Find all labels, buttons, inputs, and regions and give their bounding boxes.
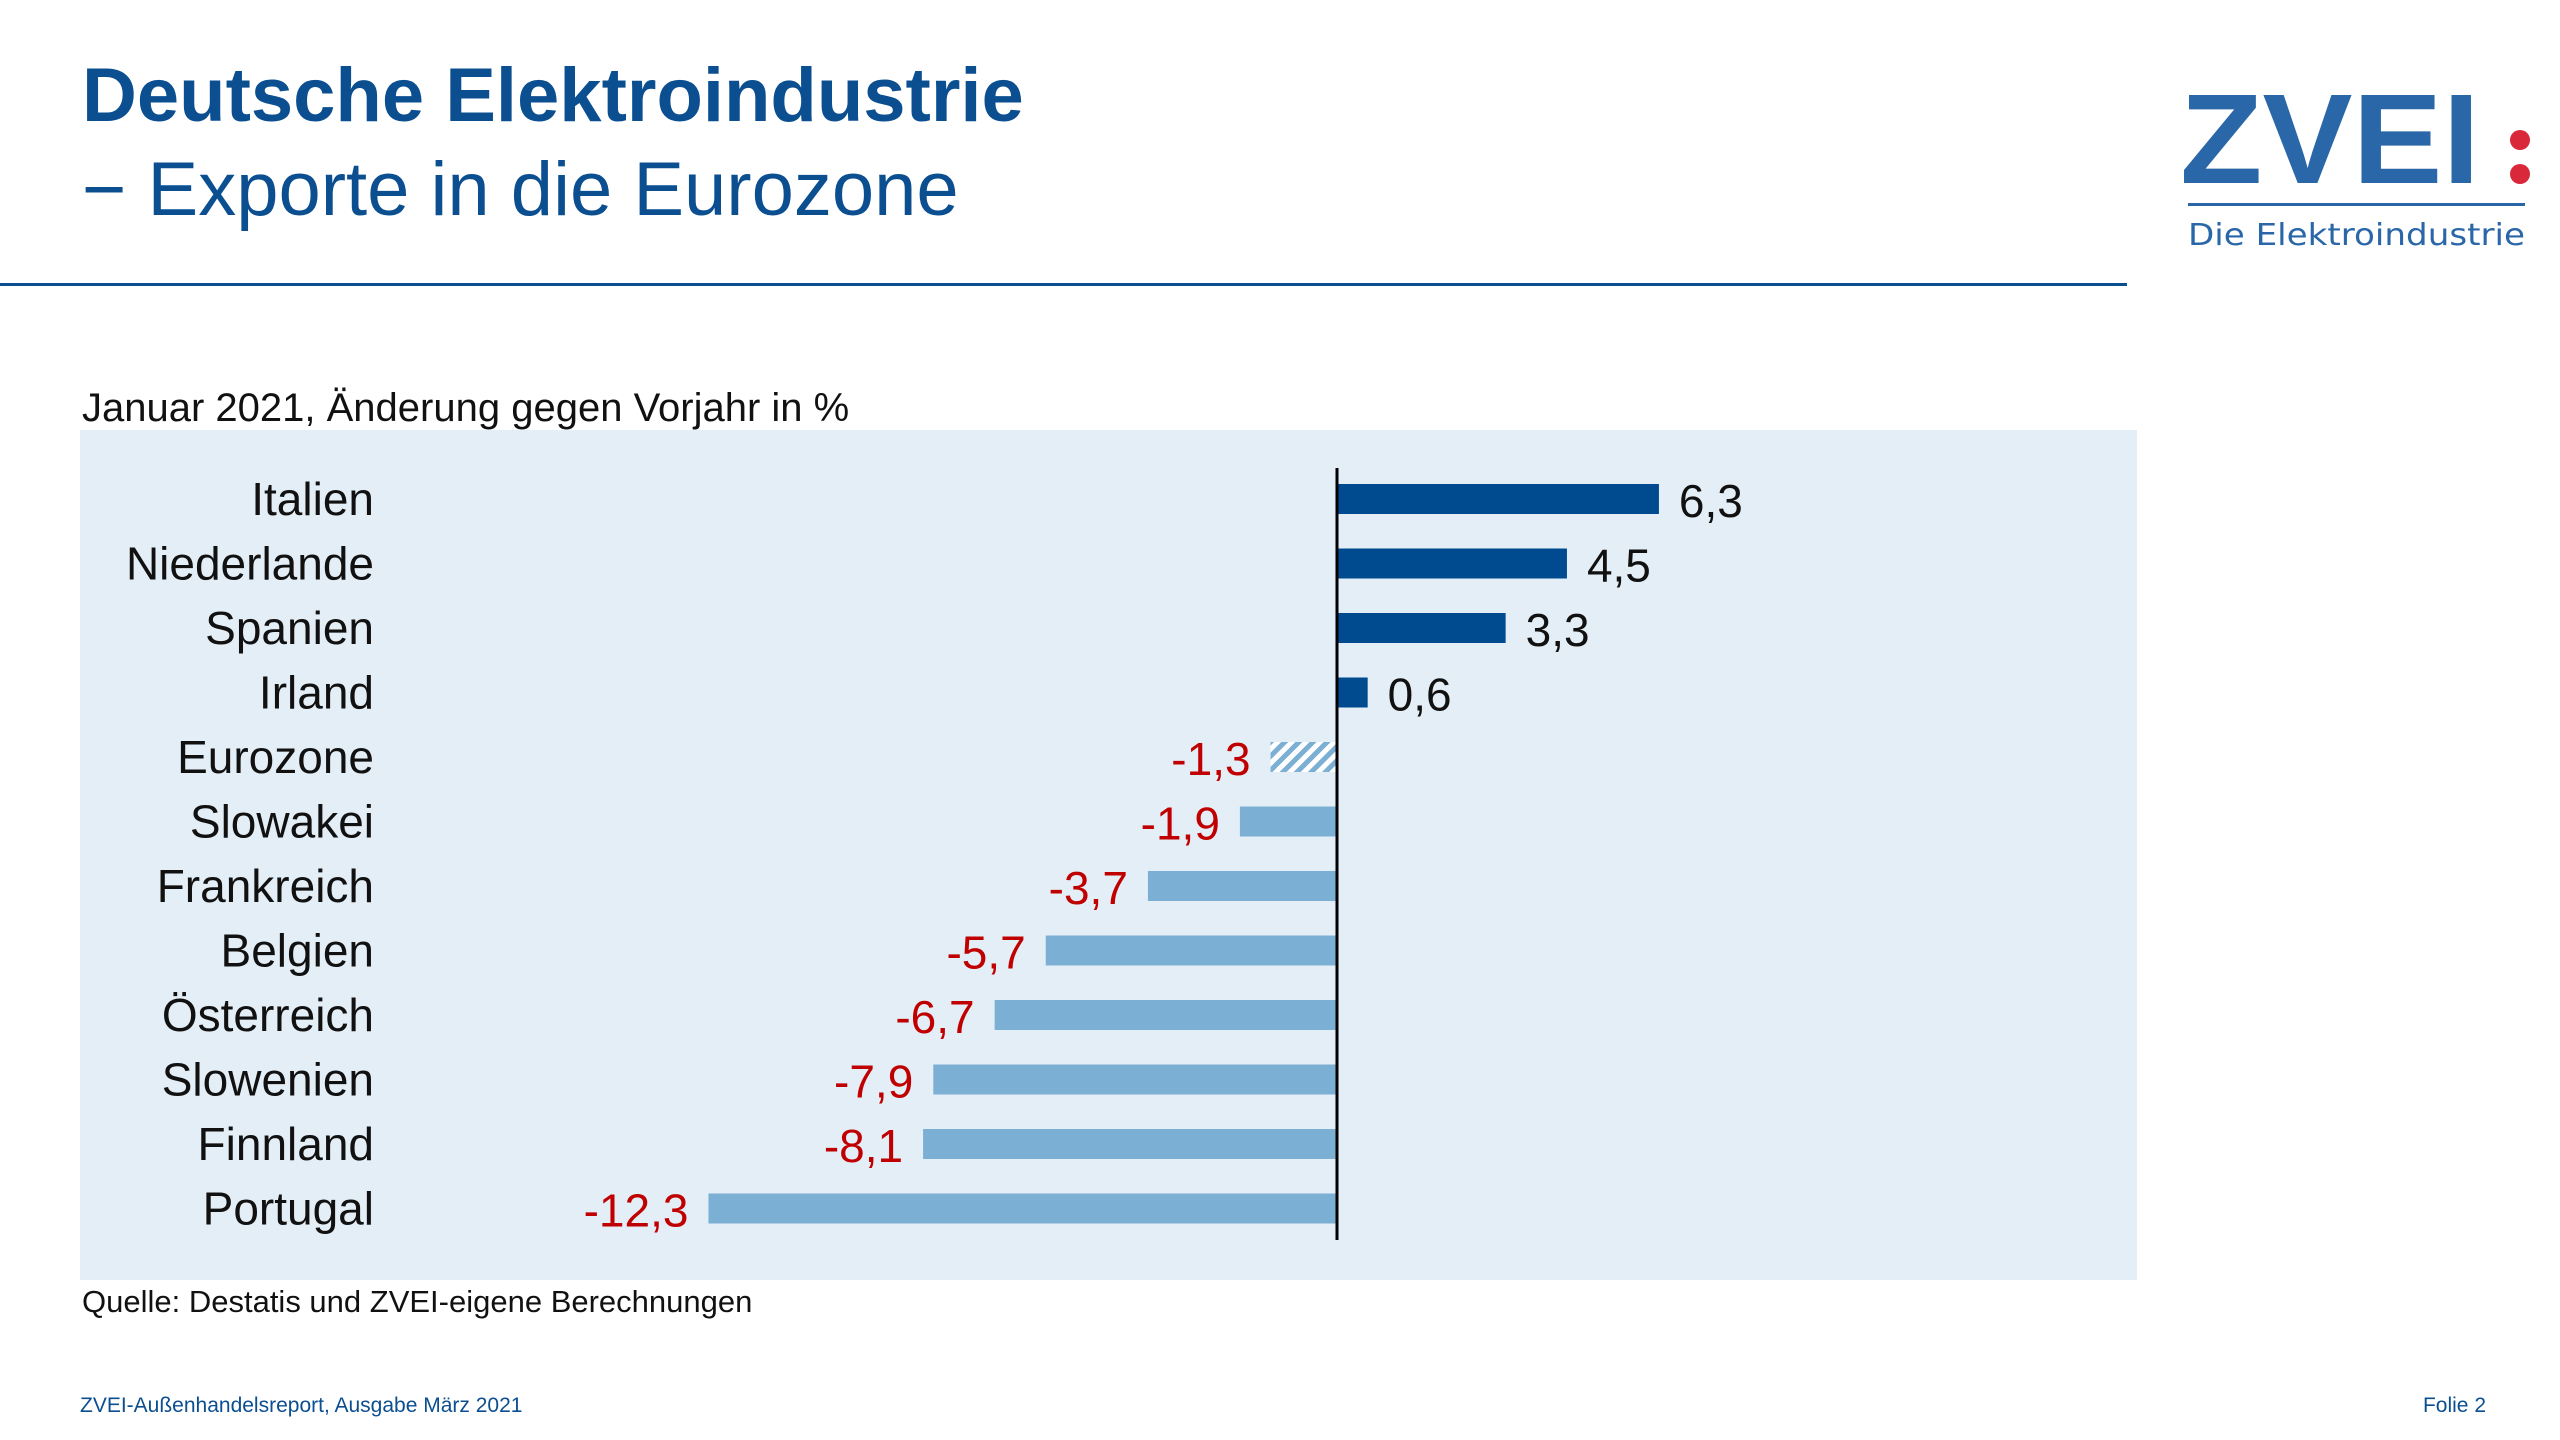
category-label: Slowakei bbox=[190, 796, 374, 848]
bar-österreich bbox=[994, 1000, 1337, 1030]
chart-subtitle: Januar 2021, Änderung gegen Vorjahr in % bbox=[82, 386, 850, 430]
bar-belgien bbox=[1045, 935, 1337, 966]
bar-italien bbox=[1337, 484, 1659, 514]
chart-panel: Italien 6,3 Niederlande 4,5 Spanien 3,3 Irland… bbox=[80, 430, 2137, 1280]
data-label: 4,5 bbox=[1587, 540, 1651, 592]
bar-finnland bbox=[923, 1129, 1337, 1159]
data-label: -5,7 bbox=[946, 927, 1025, 979]
bar-portugal bbox=[708, 1193, 1337, 1224]
bar-spanien bbox=[1337, 613, 1506, 643]
category-label: Finnland bbox=[198, 1118, 374, 1170]
category-label: Niederlande bbox=[126, 538, 374, 590]
category-label: Slowenien bbox=[162, 1054, 374, 1106]
data-label: -6,7 bbox=[895, 991, 974, 1043]
footer-report: ZVEI-Außenhandelsreport, Ausgabe März 20… bbox=[80, 1394, 523, 1417]
bar-frankreich bbox=[1147, 871, 1337, 901]
category-label: Irland bbox=[259, 667, 374, 719]
bar-chart: Italien 6,3 Niederlande 4,5 Spanien 3,3 Irland… bbox=[126, 468, 1743, 1240]
category-label: Eurozone bbox=[177, 731, 374, 783]
data-label: -8,1 bbox=[824, 1120, 903, 1172]
header-divider bbox=[0, 283, 2127, 286]
data-label: -1,9 bbox=[1141, 798, 1220, 850]
category-label: Portugal bbox=[203, 1183, 374, 1235]
source-note: Quelle: Destatis und ZVEI-eigene Berechn… bbox=[82, 1284, 753, 1319]
bar-slowenien bbox=[933, 1064, 1337, 1095]
svg-text:Die Elektroindustrie: Die Elektroindustrie bbox=[2188, 218, 2525, 253]
category-label: Frankreich bbox=[157, 860, 374, 912]
data-label: -1,3 bbox=[1171, 733, 1250, 785]
data-label: -3,7 bbox=[1049, 862, 1128, 914]
bar-irland bbox=[1337, 677, 1368, 708]
data-label: -7,9 bbox=[834, 1056, 913, 1108]
category-label: Österreich bbox=[162, 989, 374, 1041]
bar-slowakei bbox=[1239, 806, 1337, 837]
data-label: 6,3 bbox=[1679, 475, 1743, 527]
category-label: Spanien bbox=[205, 602, 374, 654]
bar-eurozone bbox=[1270, 742, 1337, 772]
page-subtitle: − Exporte in die Eurozone bbox=[82, 147, 959, 232]
bar-niederlande bbox=[1337, 548, 1567, 579]
footer-slide-number: Folie 2 bbox=[2422, 1394, 2486, 1417]
data-label: 0,6 bbox=[1388, 669, 1452, 721]
category-label: Belgien bbox=[221, 925, 374, 977]
svg-text:ZVEI: ZVEI bbox=[2180, 85, 2480, 211]
zvei-logo: ZVEI Die Elektroindustrie bbox=[2180, 85, 2530, 253]
page-title: Deutsche Elektroindustrie bbox=[82, 53, 1024, 138]
category-label: Italien bbox=[251, 473, 374, 525]
data-label: -12,3 bbox=[584, 1185, 689, 1237]
data-label: 3,3 bbox=[1526, 604, 1590, 656]
